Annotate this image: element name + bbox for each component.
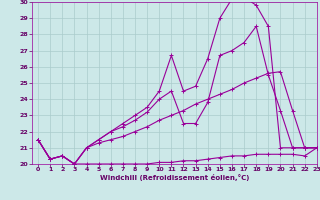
X-axis label: Windchill (Refroidissement éolien,°C): Windchill (Refroidissement éolien,°C) <box>100 174 249 181</box>
